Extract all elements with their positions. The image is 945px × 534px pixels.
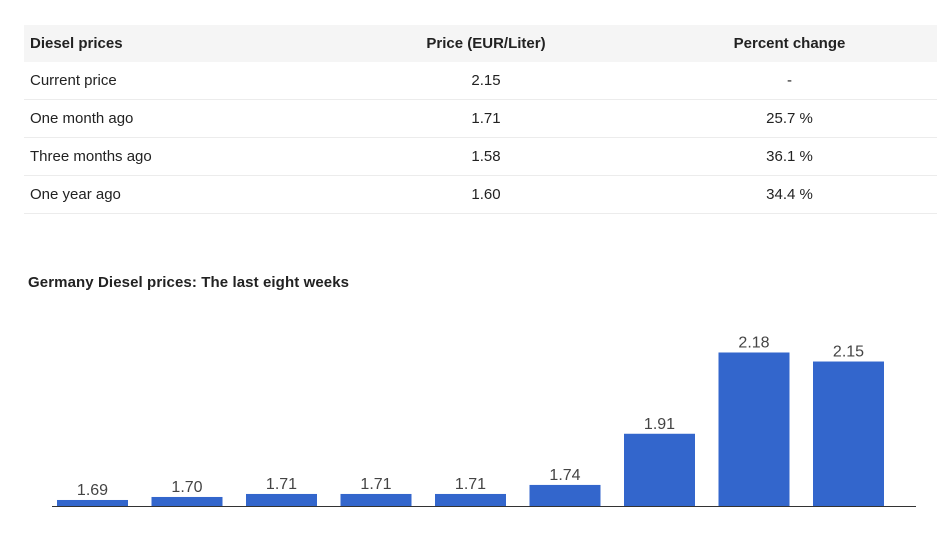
row-label: One month ago [24,99,330,138]
bar-value-label: 1.71 [266,476,297,493]
bar-value-label: 1.69 [77,482,108,499]
row-price: 2.15 [330,62,642,100]
bar-value-label: 2.15 [833,344,864,361]
table-row: Three months ago 1.58 36.1 % [24,137,937,176]
bar-value-label: 2.18 [738,334,769,351]
row-change: - [642,62,937,100]
table-header-row: Diesel prices Price (EUR/Liter) Percent … [24,25,937,62]
diesel-price-table: Diesel prices Price (EUR/Liter) Percent … [24,25,937,214]
row-price: 1.60 [330,175,642,214]
chart-bar [435,493,506,506]
row-change: 34.4 % [642,175,937,214]
bar-value-label: 1.74 [549,467,580,484]
table-row: One month ago 1.71 25.7 % [24,99,937,138]
bar-value-label: 1.71 [455,476,486,493]
header-price: Price (EUR/Liter) [426,35,546,52]
chart-bar [340,493,412,506]
table-row: Current price 2.15 - [24,62,937,100]
chart-bar [813,361,884,506]
chart-title: Germany Diesel prices: The last eight we… [28,274,350,291]
header-percent-change: Percent change [733,35,846,52]
row-label: Three months ago [24,137,330,176]
header-diesel-prices: Diesel prices [30,35,123,52]
chart-bar [718,352,790,506]
bar-value-label: 1.71 [360,476,391,493]
row-change: 36.1 % [642,137,937,176]
table-row: One year ago 1.60 34.4 % [24,175,937,214]
row-label: Current price [24,62,330,100]
chart-bar [624,433,695,506]
chart-bar [246,493,317,506]
chart-bar [57,499,128,506]
chart-bar [529,484,601,506]
bar-value-label: 1.70 [171,479,202,496]
row-price: 1.58 [330,137,642,176]
chart-bar [151,496,223,506]
row-price: 1.71 [330,99,642,138]
row-label: One year ago [24,175,330,214]
bar-value-label: 1.91 [644,416,675,433]
row-change: 25.7 % [642,99,937,138]
